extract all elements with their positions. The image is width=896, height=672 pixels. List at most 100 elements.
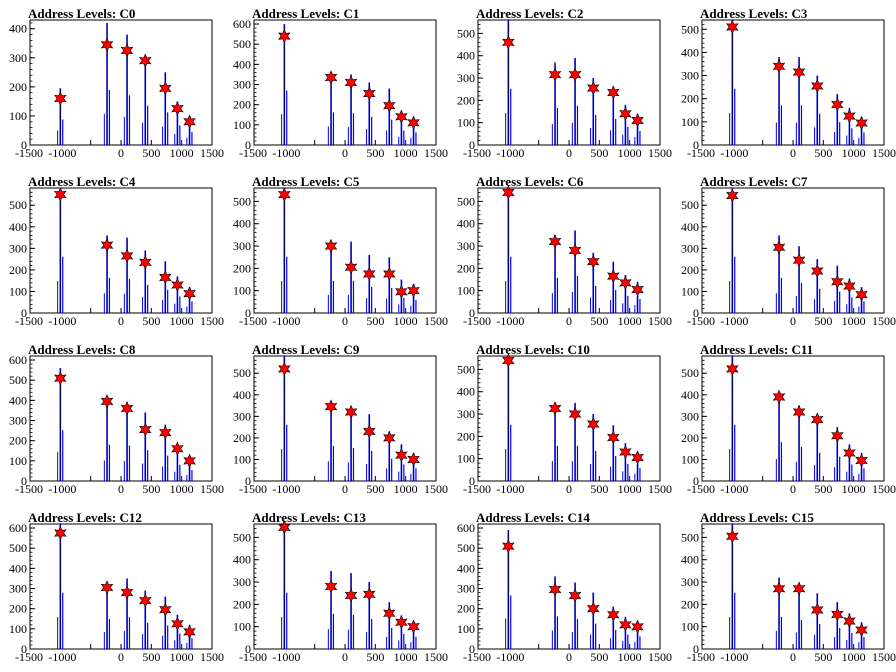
chart-panel-c8: Address Levels: C8 0 100 200 300 400 500 600 -15… <box>0 336 224 504</box>
level-marker <box>831 428 844 443</box>
level-marker <box>171 441 184 456</box>
chart-panel-c9: Address Levels: C9 0 100 200 300 400 500 -1500-… <box>224 336 448 504</box>
chart-svg: 0 100 200 300 400 500 -1500 -1000 0 500 1000 1500 <box>681 523 896 664</box>
histogram-bar <box>403 633 405 649</box>
histogram-bar <box>780 442 783 481</box>
x-tick-label: -1500 <box>15 650 43 664</box>
histogram-bar <box>281 114 283 145</box>
histogram-bar <box>415 299 417 313</box>
histogram-bar <box>729 449 731 481</box>
x-tick-label: 500 <box>814 650 832 664</box>
y-tick-label: 300 <box>9 414 27 428</box>
level-marker <box>120 585 134 600</box>
level-marker <box>344 404 358 420</box>
histogram-bar <box>576 619 579 649</box>
y-tick-label: 100 <box>457 116 475 130</box>
histogram-bar <box>286 90 288 145</box>
x-tick-label: 500 <box>590 650 608 664</box>
histogram-bar <box>571 461 573 481</box>
histogram-bar <box>780 278 783 313</box>
x-tick-label: 0 <box>566 146 572 160</box>
histogram-bar <box>622 134 624 145</box>
histogram-bar <box>332 613 335 649</box>
histogram-bar <box>622 303 624 313</box>
histogram-bar <box>795 632 797 649</box>
y-tick-label: 200 <box>457 93 475 107</box>
x-tick-label: 500 <box>814 482 832 496</box>
histogram-bar <box>505 113 507 145</box>
histogram-bar <box>410 642 412 649</box>
chart-title: Address Levels: C1 <box>252 6 360 21</box>
level-marker <box>362 587 376 602</box>
level-marker <box>278 187 291 202</box>
histogram-bar <box>174 471 176 481</box>
y-tick-label: 500 <box>233 530 251 544</box>
level-marker <box>54 187 67 202</box>
y-tick-label: 0 <box>693 306 699 320</box>
histogram-bar <box>510 256 512 313</box>
histogram-bar <box>551 461 553 481</box>
histogram-bar <box>398 136 400 145</box>
histogram-bar <box>639 636 641 649</box>
histogram-bar <box>327 126 329 145</box>
y-tick-label: 400 <box>457 385 475 399</box>
y-tick-label: 200 <box>9 602 27 616</box>
histogram-bar <box>839 627 841 649</box>
histogram-bar <box>410 473 412 481</box>
histogram-bar <box>286 256 288 313</box>
y-tick-label: 100 <box>457 622 475 636</box>
histogram-bar <box>576 275 579 313</box>
level-marker <box>324 399 338 414</box>
level-marker <box>502 185 515 200</box>
chart-svg: 0 100 200 300 400 500 -1500 -1000 0 500 1000 1500 <box>233 187 448 328</box>
y-tick-label: 400 <box>681 45 699 59</box>
level-marker <box>843 445 856 461</box>
histogram-bar <box>142 297 144 313</box>
histogram-bar <box>775 293 777 313</box>
x-tick-label: 1000 <box>842 650 866 664</box>
y-tick-label: 300 <box>681 69 699 83</box>
histogram-bar <box>556 277 559 313</box>
level-marker <box>324 579 338 594</box>
x-tick-label: 1000 <box>394 314 418 328</box>
x-tick-label: 0 <box>790 314 796 328</box>
level-marker <box>159 270 172 285</box>
x-tick-label: 1000 <box>618 146 642 160</box>
y-tick-label: 0 <box>21 306 27 320</box>
y-tick-label: 0 <box>245 306 251 320</box>
y-tick-label: 300 <box>457 582 475 596</box>
level-marker <box>568 406 582 422</box>
histogram-bar <box>819 113 821 145</box>
level-marker <box>568 243 582 258</box>
level-marker <box>383 430 396 446</box>
histogram-bar <box>622 471 624 481</box>
y-tick-label: 100 <box>457 452 475 466</box>
y-tick-label: 600 <box>457 521 475 535</box>
histogram-bar <box>391 627 393 649</box>
level-marker <box>100 394 114 409</box>
level-marker <box>586 601 600 616</box>
level-marker <box>324 238 338 254</box>
histogram-bar <box>347 462 349 481</box>
histogram-bar <box>128 95 131 145</box>
histogram-bar <box>191 470 193 481</box>
histogram-bar <box>551 293 553 313</box>
histogram-bar <box>729 617 731 649</box>
y-tick-label: 400 <box>233 388 251 402</box>
histogram-bar <box>386 298 388 313</box>
level-marker <box>619 275 632 291</box>
level-marker <box>548 234 562 249</box>
histogram-bar <box>590 463 592 481</box>
level-marker <box>855 115 868 131</box>
level-marker <box>278 520 291 535</box>
x-tick-label: -1000 <box>272 146 300 160</box>
y-tick-label: 100 <box>457 284 475 298</box>
x-tick-label: 0 <box>118 314 124 328</box>
level-marker <box>278 361 291 377</box>
chart-panel-c7: Address Levels: C7 0 100 200 300 400 500 -1500-… <box>672 168 896 336</box>
x-tick-label: -1500 <box>239 146 267 160</box>
y-tick-label: 200 <box>233 261 251 275</box>
histogram-bar <box>332 446 335 481</box>
x-tick-label: 500 <box>590 314 608 328</box>
level-marker <box>548 582 562 597</box>
